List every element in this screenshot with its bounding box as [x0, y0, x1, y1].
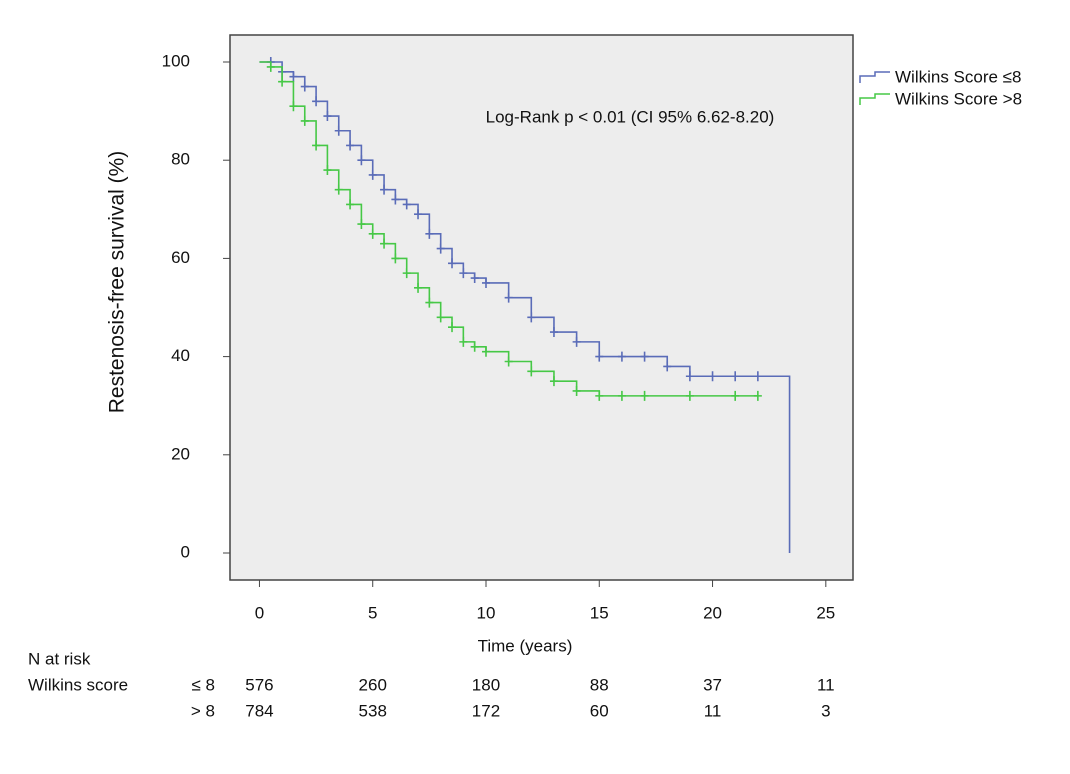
x-axis-label: Time (years): [478, 636, 573, 655]
risk-row-name: ≤ 8: [191, 675, 215, 694]
censor-mark: [346, 199, 355, 210]
censor-mark: [595, 390, 604, 401]
risk-count: 576: [245, 675, 273, 694]
censor-mark: [402, 268, 411, 279]
censor-mark: [334, 125, 343, 136]
censor-mark: [414, 209, 423, 220]
censor-mark: [391, 253, 400, 264]
legend-label: Wilkins Score ≤8: [895, 67, 1021, 86]
risk-count: 172: [472, 701, 500, 720]
y-tick-label: 80: [171, 150, 190, 169]
y-tick-label: 40: [171, 346, 190, 365]
censor-mark: [549, 327, 558, 338]
censor-mark: [504, 292, 513, 303]
legend-label: Wilkins Score >8: [895, 89, 1022, 108]
censor-mark: [380, 184, 389, 195]
censor-mark: [481, 277, 490, 288]
censor-mark: [470, 341, 479, 352]
censor-mark: [402, 199, 411, 210]
risk-count: 88: [590, 675, 609, 694]
censor-mark: [323, 165, 332, 176]
y-tick-label: 60: [171, 248, 190, 267]
censor-mark: [266, 61, 275, 72]
censor-mark: [380, 238, 389, 249]
x-tick-label: 15: [590, 603, 609, 622]
censor-mark: [481, 346, 490, 357]
censor-mark: [425, 228, 434, 239]
y-tick-label: 20: [171, 444, 190, 463]
legend-swatch: [859, 93, 890, 105]
censor-mark: [753, 371, 762, 382]
censor-mark: [685, 390, 694, 401]
censor-mark: [414, 282, 423, 293]
censor-mark: [312, 140, 321, 151]
x-tick-label: 20: [703, 603, 722, 622]
x-tick-label: 10: [477, 603, 496, 622]
risk-count: 60: [590, 701, 609, 720]
risk-row-name: > 8: [191, 701, 215, 720]
censor-mark: [527, 366, 536, 377]
censor-mark: [391, 194, 400, 205]
x-tick-label: 25: [816, 603, 835, 622]
censor-mark: [459, 336, 468, 347]
y-tick-label: 0: [181, 542, 190, 561]
censor-mark: [425, 297, 434, 308]
censor-mark: [323, 111, 332, 122]
risk-count: 11: [704, 701, 722, 720]
censor-mark: [572, 385, 581, 396]
censor-mark: [595, 351, 604, 362]
censor-mark: [300, 115, 309, 126]
censor-mark: [357, 219, 366, 230]
censor-mark: [640, 351, 649, 362]
censor-mark: [346, 140, 355, 151]
censor-mark: [289, 71, 298, 82]
censor-mark: [357, 155, 366, 166]
risk-count: 3: [821, 701, 830, 720]
censor-mark: [640, 390, 649, 401]
y-axis-label: Restenosis-free survival (%): [106, 151, 129, 414]
risk-count: 180: [472, 675, 500, 694]
censor-mark: [312, 96, 321, 107]
censor-mark: [663, 361, 672, 372]
censor-mark: [617, 390, 626, 401]
risk-count: 37: [703, 675, 722, 694]
x-tick-label: 5: [368, 603, 377, 622]
censor-mark: [300, 81, 309, 92]
censor-mark: [448, 322, 457, 333]
x-tick-label: 0: [255, 603, 264, 622]
censor-mark: [289, 101, 298, 112]
risk-count: 784: [245, 701, 273, 720]
censor-mark: [549, 376, 558, 387]
censor-mark: [436, 243, 445, 254]
annotation: Log-Rank p < 0.01 (CI 95% 6.62-8.20): [486, 107, 775, 126]
censor-mark: [617, 351, 626, 362]
risk-title: N at risk: [28, 649, 91, 668]
censor-mark: [436, 312, 445, 323]
censor-mark: [753, 390, 762, 401]
risk-count: 11: [817, 675, 835, 694]
censor-mark: [459, 268, 468, 279]
censor-mark: [368, 228, 377, 239]
censor-mark: [448, 258, 457, 269]
y-tick-label: 100: [162, 51, 190, 70]
censor-mark: [572, 336, 581, 347]
risk-count: 538: [359, 701, 387, 720]
censor-mark: [504, 356, 513, 367]
censor-mark: [334, 184, 343, 195]
legend-swatch: [859, 71, 890, 83]
censor-mark: [278, 76, 287, 87]
censor-mark: [470, 273, 479, 284]
censor-mark: [685, 371, 694, 382]
censor-mark: [708, 371, 717, 382]
censor-mark: [368, 169, 377, 180]
censor-mark: [731, 390, 740, 401]
censor-mark: [731, 371, 740, 382]
censor-mark: [527, 312, 536, 323]
plot-area: [229, 34, 854, 581]
risk-label: Wilkins score: [28, 675, 128, 694]
risk-count: 260: [359, 675, 387, 694]
